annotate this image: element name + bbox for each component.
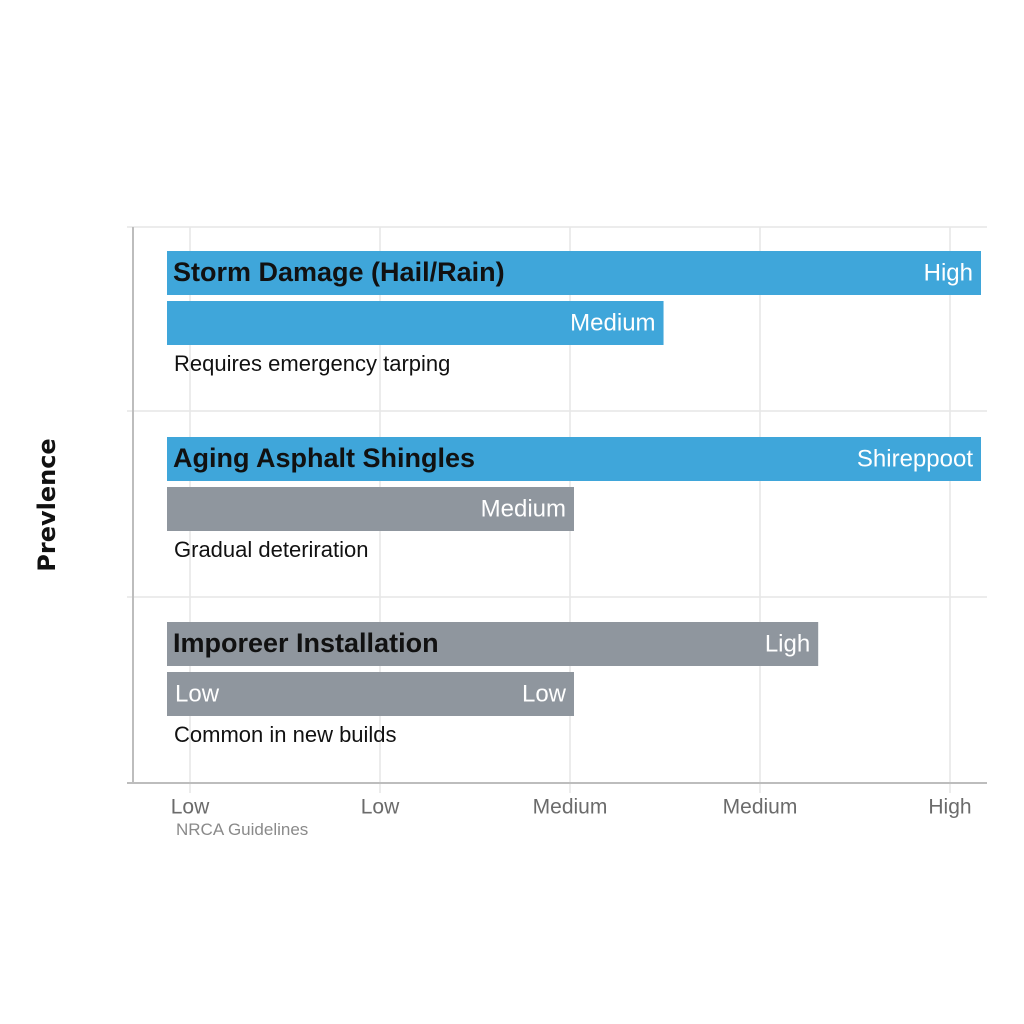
bar-value-label: Medium [570, 309, 655, 336]
category-note: Common in new builds [174, 722, 397, 747]
bar-start-label: Low [175, 680, 220, 707]
category-note: Requires emergency tarping [174, 351, 450, 376]
bar [167, 301, 664, 345]
bar-value-label: Ligh [765, 630, 810, 657]
bar-value-label: High [924, 259, 973, 286]
y-axis-label: Prevlence [33, 438, 61, 572]
x-tick-label: Low [171, 796, 210, 819]
bar-value-label: Medium [481, 495, 566, 522]
bar [167, 487, 574, 531]
bar [167, 437, 981, 481]
source-note: NRCA Guidelines [176, 820, 309, 839]
x-tick-label: Medium [723, 796, 798, 819]
x-tick-label: High [928, 796, 971, 819]
bar-value-label: Low [522, 680, 567, 707]
category-label: Aging Asphalt Shingles [173, 443, 475, 473]
bar [167, 672, 574, 716]
bar-value-label: Shireppoot [857, 445, 973, 472]
bar [167, 251, 981, 295]
category-note: Gradual deteriration [174, 537, 368, 562]
x-tick-label: Low [361, 796, 400, 819]
bar [167, 622, 819, 666]
category-label: Storm Damage (Hail/Rain) [173, 257, 505, 287]
x-tick-label: Medium [533, 796, 608, 819]
category-label: Imporeer Installation [173, 628, 439, 658]
